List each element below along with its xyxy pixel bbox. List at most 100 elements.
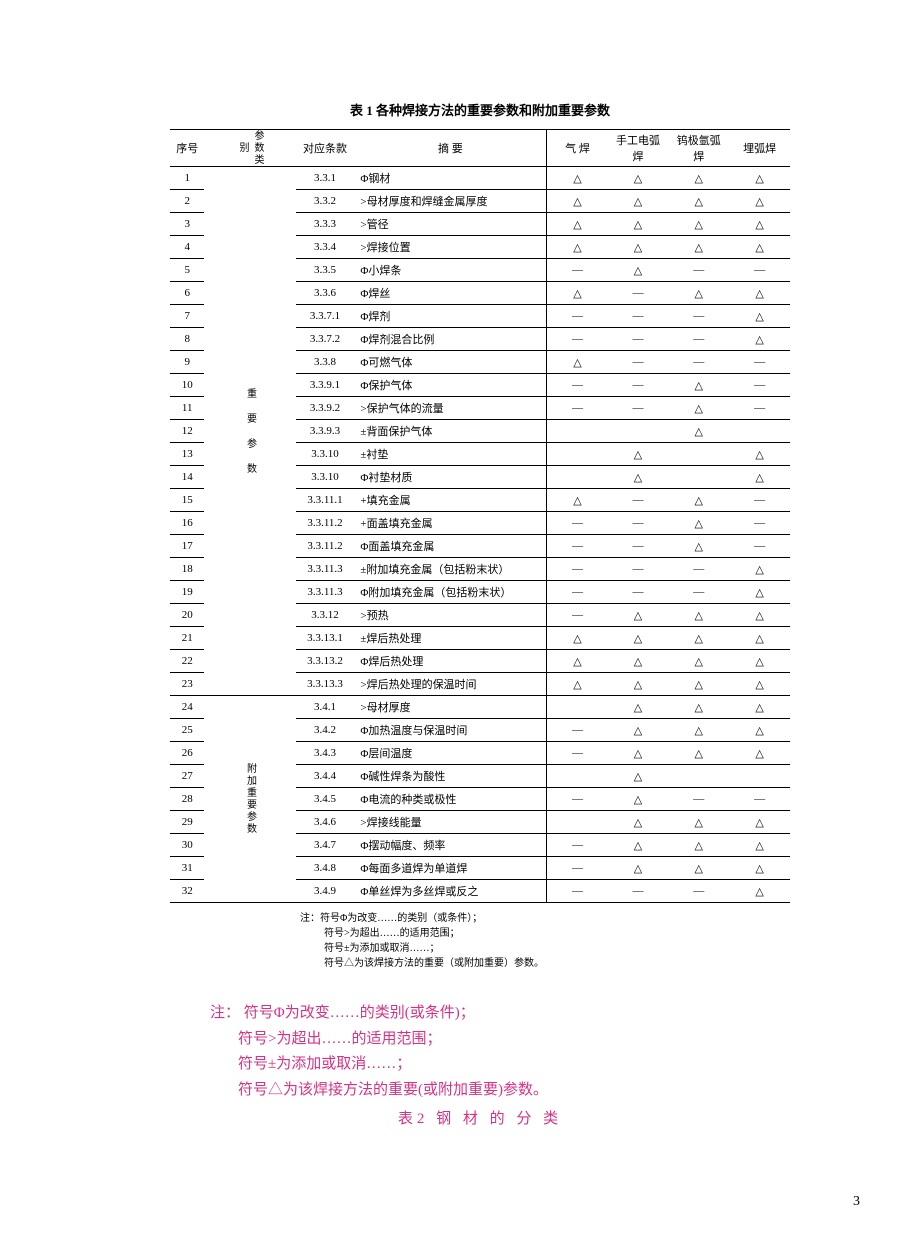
cell-mark: —	[547, 788, 608, 811]
cell-desc: Φ焊丝	[354, 282, 546, 305]
cell-ref: 3.3.10	[296, 443, 355, 466]
cell-ref: 3.4.1	[296, 696, 355, 719]
cell-desc: >焊接位置	[354, 236, 546, 259]
cell-mark: △	[729, 213, 790, 236]
cell-desc: Φ焊后热处理	[354, 650, 546, 673]
cell-mark: △	[668, 190, 729, 213]
cell-mark: —	[668, 558, 729, 581]
cell-mark: △	[729, 811, 790, 834]
cell-mark: △	[668, 374, 729, 397]
cell-seq: 15	[170, 489, 204, 512]
cell-desc: Φ电流的种类或极性	[354, 788, 546, 811]
cell-ref: 3.3.9.1	[296, 374, 355, 397]
cell-ref: 3.3.4	[296, 236, 355, 259]
cell-mark: △	[668, 489, 729, 512]
cell-desc: Φ可燃气体	[354, 351, 546, 374]
cell-mark: △	[547, 673, 608, 696]
cell-mark: △	[668, 397, 729, 420]
cell-mark: —	[608, 558, 669, 581]
cell-mark: △	[608, 627, 669, 650]
cell-mark: —	[608, 374, 669, 397]
cell-mark: △	[608, 443, 669, 466]
cell-mark: —	[547, 581, 608, 604]
cell-mark: —	[547, 857, 608, 880]
cell-desc: Φ层间温度	[354, 742, 546, 765]
cell-mark: △	[608, 834, 669, 857]
cell-mark: —	[668, 328, 729, 351]
cell-mark: —	[668, 880, 729, 903]
cell-seq: 21	[170, 627, 204, 650]
cell-mark: —	[608, 489, 669, 512]
cell-desc: ±焊后热处理	[354, 627, 546, 650]
cell-mark: —	[547, 719, 608, 742]
cell-mark: —	[547, 328, 608, 351]
cell-mark	[547, 696, 608, 719]
cell-mark	[729, 765, 790, 788]
cell-mark: —	[668, 581, 729, 604]
cell-mark: —	[608, 397, 669, 420]
cell-desc: Φ衬垫材质	[354, 466, 546, 489]
magenta-note-line: 注： 符号Φ为改变……的类别(或条件)；	[210, 1001, 820, 1027]
cell-mark: △	[729, 443, 790, 466]
table-row: 1重 要 参 数3.3.1Φ钢材△△△△	[170, 167, 790, 190]
cell-seq: 19	[170, 581, 204, 604]
cell-ref: 3.3.7.2	[296, 328, 355, 351]
hdr-seq: 序号	[170, 130, 204, 167]
cell-mark: △	[608, 857, 669, 880]
cell-mark: —	[668, 259, 729, 282]
cell-desc: ±附加填充金属（包括粉末状）	[354, 558, 546, 581]
cell-seq: 1	[170, 167, 204, 190]
cell-ref: 3.3.2	[296, 190, 355, 213]
cell-mark: △	[668, 236, 729, 259]
cell-desc: >管径	[354, 213, 546, 236]
cell-mark: —	[608, 305, 669, 328]
cell-mark: △	[729, 650, 790, 673]
cell-ref: 3.4.3	[296, 742, 355, 765]
cell-mark: △	[729, 236, 790, 259]
cell-seq: 16	[170, 512, 204, 535]
cell-mark: —	[608, 535, 669, 558]
cell-mark: △	[608, 259, 669, 282]
cell-mark: △	[608, 466, 669, 489]
cell-seq: 28	[170, 788, 204, 811]
cell-mark: △	[729, 190, 790, 213]
cell-ref: 3.3.6	[296, 282, 355, 305]
cell-seq: 14	[170, 466, 204, 489]
cell-mark: —	[608, 351, 669, 374]
cell-ref: 3.4.8	[296, 857, 355, 880]
cell-ref: 3.3.13.3	[296, 673, 355, 696]
cell-desc: >母材厚度	[354, 696, 546, 719]
cell-desc: >保护气体的流量	[354, 397, 546, 420]
footnote-block: 注：符号Φ为改变……的类别（或条件）； 符号>为超出……的适用范围； 符号±为添…	[300, 911, 820, 971]
cell-mark: △	[668, 604, 729, 627]
cell-ref: 3.3.5	[296, 259, 355, 282]
cell-mark: △	[668, 696, 729, 719]
cell-mark: △	[668, 512, 729, 535]
cell-seq: 4	[170, 236, 204, 259]
cell-ref: 3.3.9.3	[296, 420, 355, 443]
cell-mark: △	[547, 650, 608, 673]
cell-mark: △	[547, 190, 608, 213]
table1: 序号 参数类别 对应条款 摘 要 气 焊 手工电弧焊 钨极氩弧焊 埋弧焊 1重 …	[170, 129, 790, 903]
cell-mark: △	[729, 696, 790, 719]
cell-seq: 31	[170, 857, 204, 880]
cell-seq: 27	[170, 765, 204, 788]
cell-mark: △	[547, 213, 608, 236]
magenta-note-block: 注： 符号Φ为改变……的类别(或条件)； 符号>为超出……的适用范围； 符号±为…	[210, 1001, 820, 1103]
cell-mark: △	[668, 811, 729, 834]
cell-mark: △	[608, 811, 669, 834]
cell-ref: 3.3.12	[296, 604, 355, 627]
cell-mark: △	[729, 719, 790, 742]
hdr-m3: 钨极氩弧焊	[668, 130, 729, 167]
cell-mark: △	[729, 558, 790, 581]
cell-mark: △	[668, 834, 729, 857]
hdr-ref: 对应条款	[296, 130, 355, 167]
cell-mark	[547, 765, 608, 788]
cell-ref: 3.4.4	[296, 765, 355, 788]
cell-mark: —	[547, 305, 608, 328]
cell-mark: —	[608, 512, 669, 535]
cell-mark: △	[608, 236, 669, 259]
cell-ref: 3.3.3	[296, 213, 355, 236]
cell-mark: —	[608, 282, 669, 305]
cell-ref: 3.3.11.2	[296, 535, 355, 558]
